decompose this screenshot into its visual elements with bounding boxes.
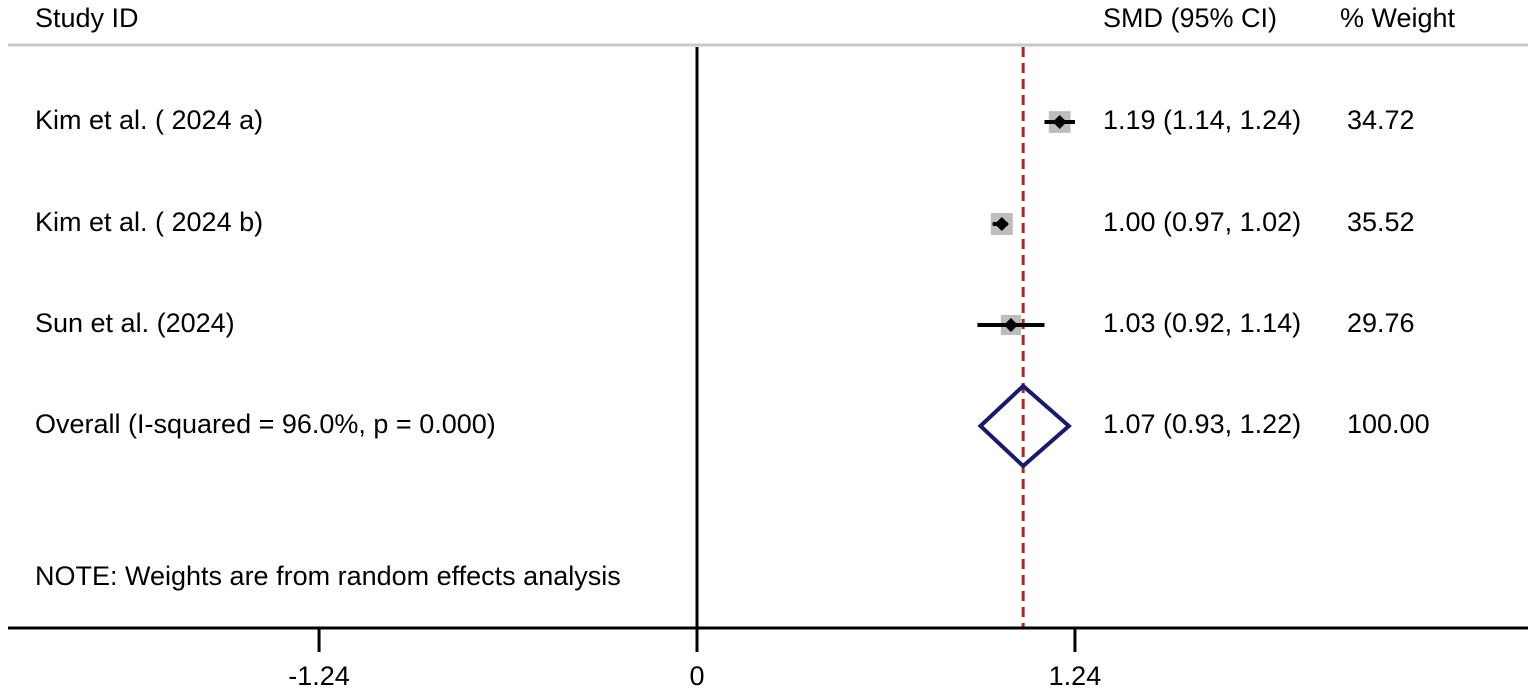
study-ci-text: 1.00 (0.97, 1.02) bbox=[1103, 207, 1301, 237]
study-weight-text: 35.52 bbox=[1347, 207, 1415, 237]
point-estimate bbox=[994, 217, 1009, 231]
x-tick-label: 0 bbox=[689, 661, 704, 691]
point-estimate bbox=[1003, 318, 1018, 332]
x-tick-label: -1.24 bbox=[288, 661, 350, 691]
study-ci-text: 1.03 (0.92, 1.14) bbox=[1103, 308, 1301, 338]
x-axis-ticks: -1.24 0 1.24 bbox=[288, 628, 1101, 691]
study-row: Kim et al. ( 2024 b) 1.00 (0.97, 1.02) 35.… bbox=[35, 207, 1415, 237]
study-label: Kim et al. ( 2024 a) bbox=[35, 105, 263, 135]
overall-diamond bbox=[977, 383, 1072, 469]
study-row: Sun et al. (2024) 1.03 (0.92, 1.14) 29.76 bbox=[35, 308, 1415, 338]
overall-row: Overall (I-squared = 96.0%, p = 0.000) 1… bbox=[35, 383, 1430, 469]
study-weight-text: 29.76 bbox=[1347, 308, 1415, 338]
study-label: Sun et al. (2024) bbox=[35, 308, 235, 338]
header-smd-ci: SMD (95% CI) bbox=[1103, 3, 1277, 33]
overall-label: Overall (I-squared = 96.0%, p = 0.000) bbox=[35, 409, 496, 439]
study-weight-text: 34.72 bbox=[1347, 105, 1415, 135]
study-rows: Kim et al. ( 2024 a) 1.19 (1.14, 1.24) 34.… bbox=[35, 105, 1415, 338]
study-row: Kim et al. ( 2024 a) 1.19 (1.14, 1.24) 34.… bbox=[35, 105, 1415, 135]
overall-weight-text: 100.00 bbox=[1347, 409, 1430, 439]
header-weight: % Weight bbox=[1340, 3, 1456, 33]
study-label: Kim et al. ( 2024 b) bbox=[35, 207, 263, 237]
header-study-id: Study ID bbox=[35, 3, 139, 33]
x-tick-label: 1.24 bbox=[1049, 661, 1102, 691]
study-ci-text: 1.19 (1.14, 1.24) bbox=[1103, 105, 1301, 135]
point-estimate bbox=[1052, 115, 1067, 129]
footnote: NOTE: Weights are from random effects an… bbox=[35, 561, 621, 591]
overall-ci-text: 1.07 (0.93, 1.22) bbox=[1103, 409, 1301, 439]
